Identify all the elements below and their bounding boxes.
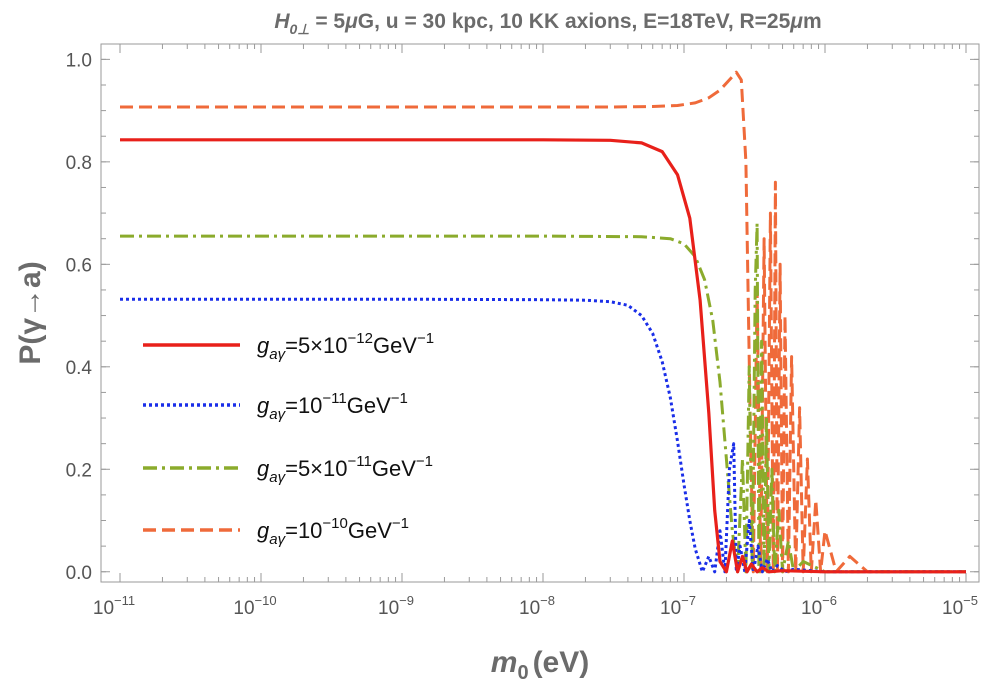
y-axis-label: P(γ→a) xyxy=(14,261,47,364)
x-tick-exp: −8 xyxy=(540,593,555,608)
x-tick-base: 10 xyxy=(942,598,963,619)
legend-label-part: g xyxy=(257,393,270,418)
title-part-2: G, u = 30 kpc, 10 KK axions, E=18TeV, R=… xyxy=(358,10,791,33)
title-h-sub: 0⊥ xyxy=(290,21,310,37)
legend-label-1: gaγ=10−11GeV−1 xyxy=(257,390,408,423)
y-tick-label: 0.8 xyxy=(66,153,92,174)
legend-label-part: =5×10 xyxy=(285,456,347,481)
legend-label-part: aγ xyxy=(269,346,286,363)
x-axis-label-unit: (eV) xyxy=(533,646,590,679)
y-tick-label: 0.0 xyxy=(66,563,92,584)
x-axis-ticks: 10−11 10−10 10−9 10−8 10−7 10−6 10−5 xyxy=(93,44,978,619)
legend-label-3: gaγ=10−10GeV−1 xyxy=(257,515,409,548)
x-tick-base: 10 xyxy=(378,598,399,619)
legend-label-part: GeV xyxy=(348,518,392,543)
y-axis-ticks: 0.0 0.2 0.4 0.6 0.8 1.0 xyxy=(66,50,979,584)
x-axis-label-main: m xyxy=(491,646,518,679)
legend-label-part: −1 xyxy=(391,390,408,407)
legend-label-2: gaγ=5×10−11GeV−1 xyxy=(257,453,433,486)
x-tick-exp: −11 xyxy=(114,593,135,608)
legend-label-part: aγ xyxy=(269,406,286,423)
legend-label-part: −1 xyxy=(416,453,433,470)
legend-label-part: =10 xyxy=(285,518,322,543)
x-tick-label: 10−7 xyxy=(660,593,696,619)
y-tick-label: 1.0 xyxy=(66,50,92,71)
x-axis-label: m0 (eV) xyxy=(491,646,590,684)
x-tick-exp: −7 xyxy=(681,593,696,608)
x-tick-exp: −9 xyxy=(399,593,414,608)
legend-label-part: g xyxy=(257,456,270,481)
y-tick-label: 0.6 xyxy=(66,255,92,276)
x-tick-base: 10 xyxy=(801,598,822,619)
title-part-1: = 5 xyxy=(310,10,346,33)
y-tick-label: 0.2 xyxy=(66,460,92,481)
x-axis-label-sub: 0 xyxy=(517,662,528,684)
plot-frame xyxy=(100,43,980,583)
series-line-0 xyxy=(120,138,966,574)
legend: gaγ=5×10−12GeV−1gaγ=10−11GeV−1gaγ=5×10−1… xyxy=(143,330,434,548)
legend-label-0: gaγ=5×10−12GeV−1 xyxy=(257,330,434,363)
chart-title: H0⊥ = 5μG, u = 30 kpc, 10 KK axions, E=1… xyxy=(274,10,821,37)
legend-label-part: g xyxy=(257,333,270,358)
legend-label-part: −1 xyxy=(392,515,409,532)
title-mu-2: μ xyxy=(789,10,803,33)
legend-label-part: aγ xyxy=(269,531,286,548)
x-tick-label: 10−10 xyxy=(233,593,276,619)
x-tick-label: 10−5 xyxy=(942,593,978,619)
legend-label-part: GeV xyxy=(372,456,416,481)
legend-label-part: g xyxy=(257,518,270,543)
series-line-3 xyxy=(120,70,966,574)
legend-label-part: aγ xyxy=(269,469,286,486)
series-line-2 xyxy=(120,221,966,574)
legend-label-part: −11 xyxy=(348,453,372,470)
x-tick-base: 10 xyxy=(519,598,540,619)
legend-label-part: GeV xyxy=(373,333,417,358)
title-mu-1: μ xyxy=(344,10,358,33)
title-part-3: m xyxy=(803,10,822,33)
x-tick-base: 10 xyxy=(93,598,114,619)
x-tick-base: 10 xyxy=(233,598,254,619)
legend-label-part: =5×10 xyxy=(285,333,347,358)
legend-label-part: −1 xyxy=(417,330,434,347)
legend-label-part: =10 xyxy=(285,393,322,418)
x-tick-label: 10−11 xyxy=(93,593,135,619)
x-tick-label: 10−8 xyxy=(519,593,555,619)
series-line-1 xyxy=(120,297,966,574)
x-tick-exp: −10 xyxy=(255,593,277,608)
x-tick-label: 10−9 xyxy=(378,593,414,619)
x-tick-exp: −6 xyxy=(822,593,837,608)
x-tick-base: 10 xyxy=(660,598,681,619)
legend-label-part: −10 xyxy=(322,515,347,532)
y-tick-label: 0.4 xyxy=(66,358,93,379)
x-tick-exp: −5 xyxy=(963,593,978,608)
title-h: H xyxy=(274,10,290,33)
x-tick-label: 10−6 xyxy=(801,593,837,619)
legend-label-part: −11 xyxy=(322,390,346,407)
series-layer xyxy=(120,70,966,574)
legend-label-part: −12 xyxy=(348,330,373,347)
legend-label-part: GeV xyxy=(347,393,391,418)
